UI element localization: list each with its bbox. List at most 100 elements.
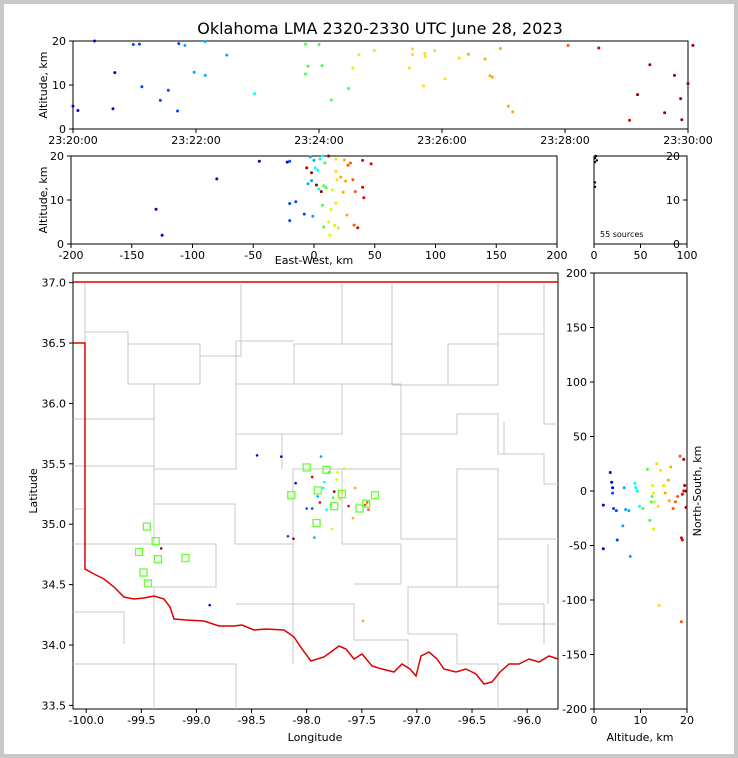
time-height-point [506, 104, 510, 108]
histogram-tick-label: 50 [634, 249, 648, 262]
ns-height-point [682, 489, 686, 493]
time-height-point [111, 107, 115, 111]
ns-height-point [679, 620, 683, 624]
longitude-tick-label: -98.0 [292, 714, 320, 727]
plan-view-point [335, 478, 338, 481]
plan-view-point [323, 480, 326, 484]
time-height-point [347, 87, 351, 91]
ew-height-point [322, 184, 326, 188]
plan-view-point [331, 496, 335, 499]
time-height-point [192, 70, 196, 74]
plan-view-point [332, 490, 336, 493]
plan-view-point [310, 507, 314, 510]
longitude-tick-label: -97.5 [348, 714, 376, 727]
time-height-point [357, 53, 361, 57]
ns-height-point [683, 484, 687, 488]
lma-station-marker [362, 499, 371, 508]
time-height-point [303, 42, 307, 46]
plan-view-point [208, 603, 211, 607]
station-layer [134, 463, 380, 588]
ns-height-point [676, 494, 680, 498]
time-height-point [443, 77, 447, 81]
histogram-ytick-label: 10 [666, 194, 680, 207]
ns-height-point [662, 484, 666, 488]
ew-height-point [312, 158, 316, 162]
plan-view-point [305, 507, 308, 510]
lma-station-marker [134, 547, 144, 557]
latitude-tick-label: 37.0 [42, 277, 67, 290]
lma-station-marker [330, 501, 339, 511]
ew-height-xlabel: East-West, km [275, 254, 353, 267]
ns-xtick-label: 10 [634, 714, 648, 727]
ns-height-point [663, 491, 667, 495]
time-tick-label: 23:20:00 [48, 134, 97, 147]
ew-height-point [362, 196, 366, 200]
time-height-point [158, 98, 162, 102]
ns-ytick-label: -150 [562, 649, 587, 662]
lma-station-marker [322, 465, 331, 475]
longitude-tick-label: -96.5 [458, 714, 486, 727]
time-height-point [306, 64, 310, 68]
time-height-point [317, 43, 321, 47]
time-height-ylabel: Altitude, km [37, 51, 50, 118]
ns-height-point [614, 509, 618, 513]
ew-tick-label: 50 [368, 249, 382, 262]
lma-station-marker [355, 504, 364, 513]
ew-height-point [160, 233, 164, 237]
time-height-point [252, 92, 256, 96]
time-height-point [433, 49, 437, 53]
ew-height-point [288, 219, 292, 223]
ns-height-point [650, 494, 654, 498]
lma-station-marker [302, 463, 311, 472]
plan-view-point [280, 455, 283, 458]
ew-height-point [330, 188, 334, 192]
ew-height-point [361, 158, 365, 162]
plan-view-point [340, 491, 344, 495]
lma-station-marker [142, 522, 152, 531]
ew-height-point [319, 190, 323, 194]
time-height-point [648, 63, 652, 67]
ns-height-point [624, 508, 628, 512]
ew-tick-label: 200 [547, 249, 568, 262]
time-height-point [672, 73, 676, 77]
figure-canvas: Oklahoma LMA 2320-2330 UTC June 28, 2023… [4, 4, 734, 754]
lma-station-marker [370, 491, 380, 500]
ew-height-point [342, 158, 346, 162]
time-height-point [176, 109, 180, 113]
ew-tick-label: -100 [180, 249, 205, 262]
ns-height-panel [593, 272, 688, 710]
histogram-tick-label: 100 [677, 249, 698, 262]
plan-view-point [353, 486, 357, 490]
ns-height-point [652, 527, 656, 531]
ns-ytick-label: -50 [569, 540, 587, 553]
ns-ytick-label: -200 [562, 703, 587, 716]
time-height-point [203, 73, 207, 77]
time-height-point [679, 97, 683, 101]
latitude-tick-label: 35.0 [42, 518, 67, 531]
plan-view-point [325, 508, 328, 512]
ns-height-point [680, 492, 684, 496]
plan-view-point [313, 536, 316, 539]
ew-height-ytick-label: 20 [50, 150, 64, 163]
ns-height-point [680, 538, 684, 542]
ew-height-point [311, 214, 315, 218]
ew-height-point [288, 202, 292, 206]
ns-height-xlabel: Altitude, km [606, 731, 673, 744]
time-tick-label: 23:28:00 [540, 134, 589, 147]
ew-height-point [321, 154, 325, 158]
ns-height-point [601, 547, 605, 551]
plan-view-point [310, 475, 314, 479]
ew-height-point [318, 157, 322, 161]
chart-title: Oklahoma LMA 2320-2330 UTC June 28, 2023 [197, 19, 563, 38]
histogram-point [593, 181, 597, 184]
plan-view-point [327, 470, 331, 474]
time-height-point [131, 43, 135, 47]
ns-height-point [611, 491, 615, 495]
ns-height-point [667, 499, 671, 503]
ns-xtick-label: 20 [680, 714, 694, 727]
tick-layer: 23:20:00 23:22:00 23:24:00 23:26:00 23:28:00… [42, 35, 713, 727]
histogram-point [595, 159, 599, 162]
ew-tick-label: 0 [311, 249, 318, 262]
time-height-point [320, 64, 324, 68]
ew-height-point [257, 159, 261, 163]
